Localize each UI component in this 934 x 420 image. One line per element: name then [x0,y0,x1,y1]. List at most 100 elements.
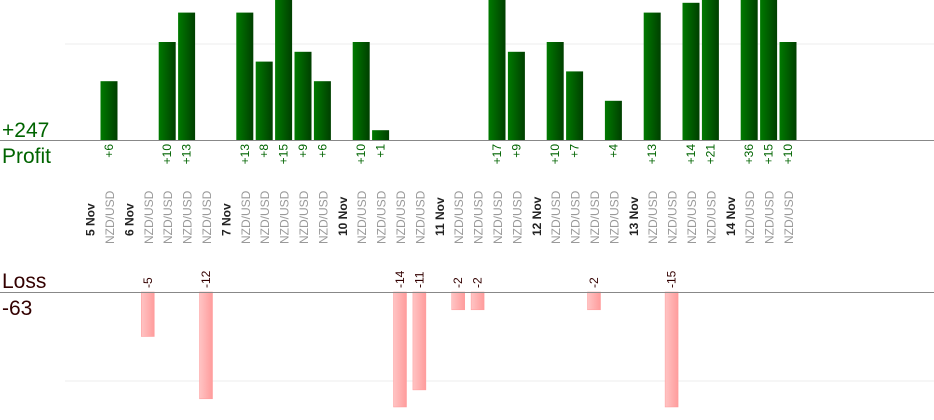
profit-value-label: +9 [509,144,523,158]
profit-value-label: +15 [277,144,291,165]
symbol-label: NZD/USD [743,190,757,244]
date-label: 11 Nov [433,197,447,236]
loss-label: Loss [2,270,46,293]
date-label: 7 Nov [219,203,233,236]
loss-value-label: -2 [471,277,485,288]
profit-value-label: +21 [703,144,717,165]
loss-bar [587,291,601,311]
profit-bar [701,0,719,140]
profit-total: +247 [2,119,49,142]
loss-value-label: -14 [393,270,407,288]
profit-bar [643,12,661,141]
profit-value-label: +10 [160,144,174,165]
symbol-label: NZD/USD [103,190,117,244]
date-label: 12 Nov [530,196,544,236]
symbol-label: NZD/USD [316,190,330,244]
symbol-label: NZD/USD [685,190,699,244]
profit-value-label: +4 [606,144,620,158]
profit-bar [760,0,778,140]
profit-bar [779,42,797,140]
profit-value-label: +8 [257,144,271,158]
profit-bar [178,12,196,141]
profit-bar [604,100,622,140]
symbol-label: NZD/USD [239,190,253,244]
symbol-label: NZD/USD [297,190,311,244]
profit-bar [294,51,312,140]
profit-bar [682,2,700,140]
profit-value-label: +6 [102,144,116,158]
profit-value-label: +10 [781,144,795,165]
symbol-label: NZD/USD [142,190,156,244]
symbol-label: NZD/USD [607,190,621,244]
symbol-label: NZD/USD [763,190,777,244]
profit-bar [313,81,331,140]
symbol-label: NZD/USD [782,190,796,244]
symbol-label: NZD/USD [355,190,369,244]
profit-bar [507,51,525,140]
profit-bar [100,81,118,140]
profit-value-label: +13 [180,144,194,165]
symbol-label: NZD/USD [200,190,214,244]
profit-value-label: +14 [684,144,698,165]
loss-value-label: -12 [199,270,213,288]
loss-value-label: -11 [412,271,426,288]
symbol-label: NZD/USD [704,190,718,244]
profit-value-label: +13 [238,144,252,165]
loss-value-label: -5 [141,277,155,288]
date-label: 5 Nov [84,203,98,236]
profit-bar [566,71,584,140]
symbol-label: NZD/USD [666,190,680,244]
profit-value-label: +9 [296,144,310,158]
symbol-label: NZD/USD [413,190,427,244]
profit-value-label: +7 [568,144,582,158]
profit-bar [372,130,390,140]
date-label: 14 Nov [724,196,738,236]
symbol-label: NZD/USD [394,190,408,244]
loss-bar [451,291,465,311]
profit-bar [255,61,273,140]
date-label: 13 Nov [627,196,641,236]
loss-total: -63 [2,297,32,320]
profit-bar [740,0,758,140]
loss-bar [412,291,427,391]
profit-value-label: +10 [548,144,562,165]
profit-bar [236,12,254,141]
date-label: 6 Nov [122,203,136,236]
profit-bar [352,42,370,140]
symbol-label: NZD/USD [569,190,583,244]
symbol-label: NZD/USD [549,190,563,244]
loss-bar [393,291,407,408]
profit-bar [488,0,506,140]
profit-value-label: +1 [374,144,388,158]
symbol-label: NZD/USD [491,190,505,244]
profit-value-label: +17 [490,144,504,165]
symbol-label: NZD/USD [375,190,389,244]
symbol-label: NZD/USD [161,190,175,244]
profit-value-label: +15 [762,144,776,165]
loss-value-label: -2 [451,277,465,288]
symbol-label: NZD/USD [452,190,466,244]
profit-value-label: +13 [645,144,659,165]
symbol-label: NZD/USD [472,190,486,244]
loss-bar [664,291,679,408]
loss-bar [141,291,155,337]
profit-value-label: +10 [354,144,368,165]
profit-label: Profit [2,145,51,168]
symbol-label: NZD/USD [258,190,272,244]
symbol-label: NZD/USD [588,190,602,244]
loss-value-label: -2 [587,277,601,288]
loss-value-label: -15 [665,270,679,288]
loss-bar [199,291,213,400]
profit-value-label: +36 [742,144,756,165]
symbol-label: NZD/USD [278,190,292,244]
profit-bar [546,42,564,140]
date-label: 10 Nov [336,196,350,236]
symbol-label: NZD/USD [646,190,660,244]
symbol-label: NZD/USD [181,190,195,244]
profit-bar [158,42,176,140]
profit-bar [275,0,293,140]
profit-value-label: +6 [315,144,329,158]
symbol-label: NZD/USD [510,190,524,244]
loss-bar [470,291,485,311]
